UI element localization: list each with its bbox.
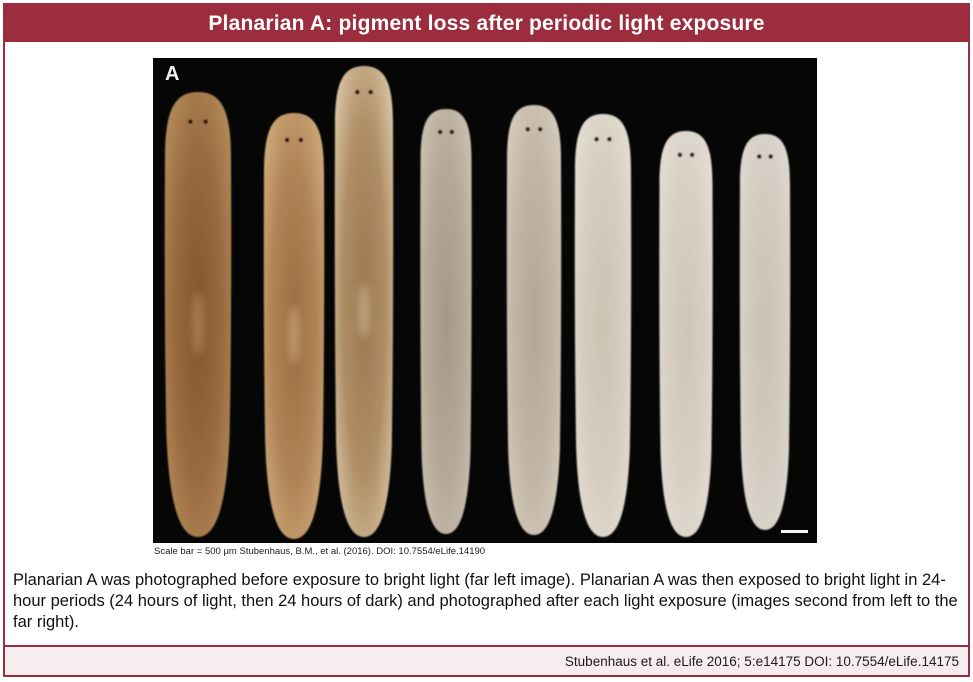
eye-spot [437, 129, 443, 135]
planarians-photo [164, 65, 808, 539]
figure-card: Planarian A: pigment loss after periodic… [3, 3, 970, 677]
eye-spot [756, 154, 762, 159]
planarian-4 [420, 109, 472, 534]
planarian-7 [659, 131, 713, 537]
panel-label: A [165, 63, 180, 85]
eye-spot [525, 127, 531, 132]
figure-header: Planarian A: pigment loss after periodic… [5, 5, 968, 42]
pharynx-highlight [192, 291, 204, 356]
pharynx-highlight [288, 305, 300, 364]
planarian-1 [164, 92, 232, 537]
eye-spot [449, 129, 455, 135]
eye-spot [368, 89, 373, 95]
eye-spot [537, 127, 543, 132]
planarian-3 [334, 65, 394, 537]
citation-bar: Stubenhaus et al. eLife 2016; 5:e14175 D… [5, 645, 968, 675]
planarian-5 [506, 105, 562, 535]
eye-spot [768, 154, 774, 159]
micrograph-image: A [153, 58, 817, 543]
eye-spot [355, 89, 360, 95]
scale-bar [781, 530, 808, 533]
eye-spot [677, 152, 683, 158]
figure-description: Planarian A was photographed before expo… [13, 571, 958, 631]
eye-spot [284, 137, 290, 143]
citation-text: Stubenhaus et al. eLife 2016; 5:e14175 D… [564, 653, 959, 669]
micrograph-figure: A Scale bar = 500 μm Stubenhaus, B.M., e… [5, 42, 968, 557]
planarian-6 [574, 114, 632, 537]
eye-spot [594, 136, 599, 142]
eye-spot [607, 136, 612, 142]
eye-spot [689, 152, 695, 158]
eye-spot [203, 119, 208, 124]
planarian-2 [263, 113, 325, 539]
eye-spot [188, 119, 193, 124]
pharynx-highlight [358, 283, 370, 339]
planarian-8 [739, 134, 791, 530]
figure-caption: Scale bar = 500 μm Stubenhaus, B.M., et … [154, 546, 486, 557]
figure-title: Planarian A: pigment loss after periodic… [208, 11, 765, 35]
eye-spot [298, 137, 304, 143]
